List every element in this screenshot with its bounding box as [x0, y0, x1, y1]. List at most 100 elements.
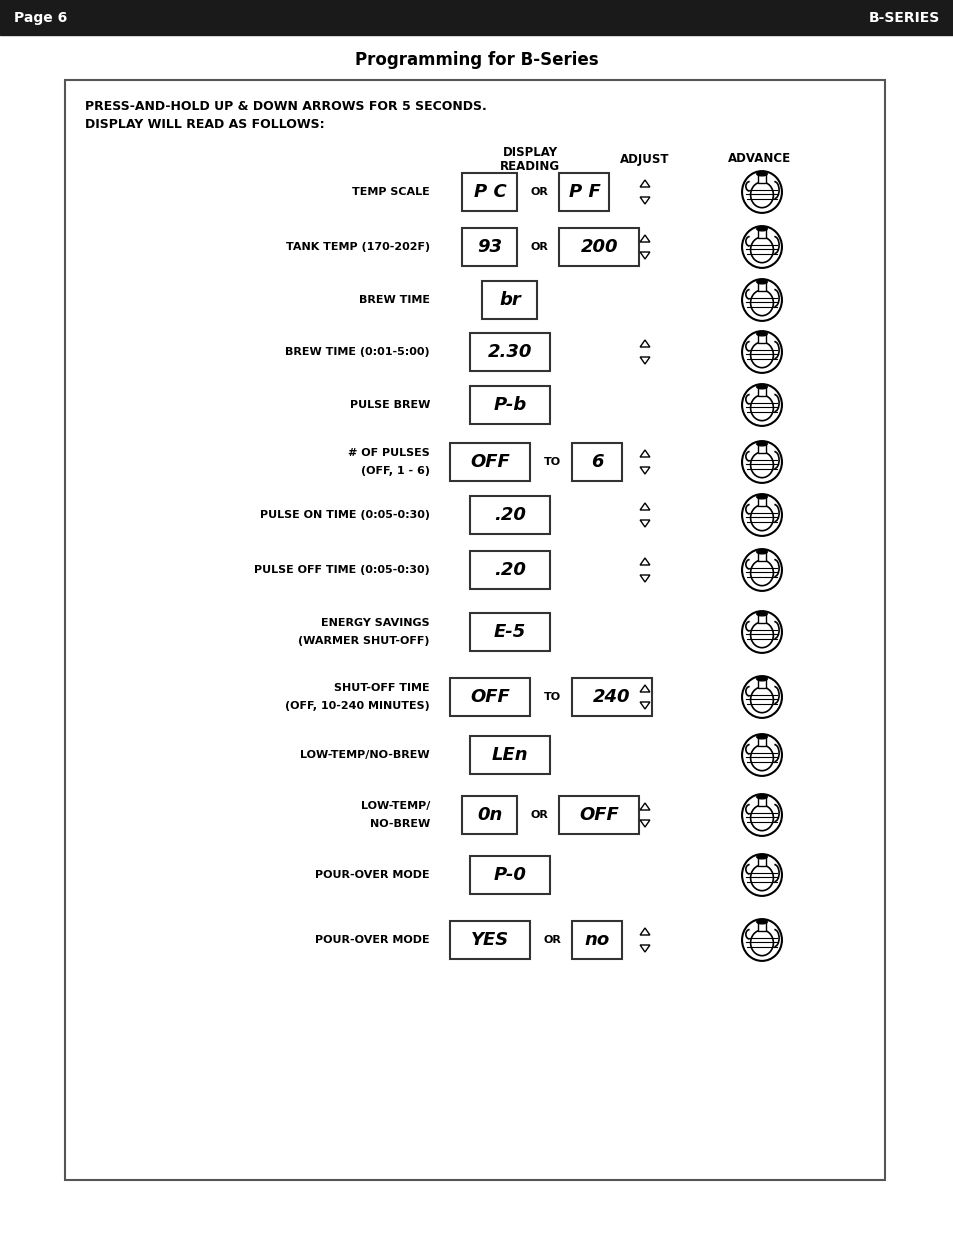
Ellipse shape — [741, 734, 781, 776]
Text: DISPLAY: DISPLAY — [502, 146, 557, 158]
Text: 93: 93 — [477, 238, 502, 256]
Ellipse shape — [750, 622, 773, 647]
Ellipse shape — [750, 342, 773, 368]
Bar — [757, 551, 765, 561]
Ellipse shape — [741, 172, 781, 212]
Text: P-b: P-b — [493, 396, 526, 414]
Ellipse shape — [756, 172, 766, 175]
Text: DISPLAY WILL READ AS FOLLOWS:: DISPLAY WILL READ AS FOLLOWS: — [85, 119, 324, 131]
Text: TO: TO — [543, 692, 560, 701]
Bar — [450, 678, 530, 716]
Ellipse shape — [756, 550, 766, 553]
Ellipse shape — [741, 550, 781, 590]
Bar — [470, 736, 550, 774]
Bar — [757, 921, 765, 930]
Ellipse shape — [741, 331, 781, 373]
Bar — [757, 856, 765, 866]
Ellipse shape — [756, 227, 766, 231]
Text: B-SERIES: B-SERIES — [868, 11, 939, 25]
Bar — [757, 496, 765, 505]
Text: (OFF, 1 - 6): (OFF, 1 - 6) — [360, 466, 430, 475]
Bar — [0, 0, 953, 35]
Text: ENERGY SAVINGS: ENERGY SAVINGS — [321, 618, 430, 629]
Text: no: no — [584, 931, 609, 948]
Text: OR: OR — [530, 186, 548, 198]
Ellipse shape — [750, 505, 773, 531]
Bar — [757, 282, 765, 290]
Bar — [470, 613, 550, 651]
Text: (OFF, 10-240 MINUTES): (OFF, 10-240 MINUTES) — [285, 701, 430, 711]
Bar — [450, 443, 530, 480]
Bar — [757, 173, 765, 183]
Text: br: br — [498, 291, 520, 309]
Text: OFF: OFF — [470, 688, 509, 706]
Bar — [757, 387, 765, 395]
Text: OFF: OFF — [579, 806, 618, 824]
Text: BREW TIME: BREW TIME — [358, 295, 430, 305]
Text: PRESS-AND-HOLD UP & DOWN ARROWS FOR 5 SECONDS.: PRESS-AND-HOLD UP & DOWN ARROWS FOR 5 SE… — [85, 100, 486, 114]
Bar — [572, 678, 651, 716]
Ellipse shape — [756, 855, 766, 858]
Text: POUR-OVER MODE: POUR-OVER MODE — [315, 869, 430, 881]
Bar — [462, 228, 517, 266]
Bar — [470, 551, 550, 589]
Ellipse shape — [741, 676, 781, 718]
Ellipse shape — [756, 677, 766, 680]
Text: READING: READING — [499, 159, 559, 173]
Ellipse shape — [741, 279, 781, 321]
Bar — [65, 80, 884, 1179]
Text: 6: 6 — [590, 453, 602, 471]
Ellipse shape — [741, 855, 781, 895]
Ellipse shape — [750, 182, 773, 207]
Ellipse shape — [756, 442, 766, 446]
Text: # OF PULSES: # OF PULSES — [348, 448, 430, 458]
Text: SHUT-OFF TIME: SHUT-OFF TIME — [334, 683, 430, 693]
Bar — [462, 173, 517, 211]
Bar — [757, 228, 765, 237]
Bar — [757, 736, 765, 746]
Bar — [757, 443, 765, 452]
Ellipse shape — [756, 920, 766, 924]
Text: PULSE ON TIME (0:05-0:30): PULSE ON TIME (0:05-0:30) — [260, 510, 430, 520]
Ellipse shape — [741, 226, 781, 268]
Text: 240: 240 — [593, 688, 630, 706]
Text: Page 6: Page 6 — [14, 11, 67, 25]
Text: OR: OR — [542, 935, 560, 945]
Text: P F: P F — [568, 183, 599, 201]
Bar — [757, 333, 765, 342]
Text: BREW TIME (0:01-5:00): BREW TIME (0:01-5:00) — [285, 347, 430, 357]
Ellipse shape — [756, 385, 766, 389]
Text: TANK TEMP (170-202F): TANK TEMP (170-202F) — [286, 242, 430, 252]
Bar — [470, 856, 550, 894]
Text: .20: .20 — [494, 561, 525, 579]
Text: OR: OR — [530, 810, 548, 820]
Text: ADVANCE: ADVANCE — [728, 152, 791, 165]
Ellipse shape — [756, 332, 766, 336]
Bar — [450, 921, 530, 960]
Text: NO-BREW: NO-BREW — [370, 819, 430, 829]
Bar — [558, 228, 639, 266]
Ellipse shape — [750, 745, 773, 771]
Text: PULSE BREW: PULSE BREW — [349, 400, 430, 410]
Text: OFF: OFF — [470, 453, 509, 471]
Bar — [558, 173, 609, 211]
Text: ADJUST: ADJUST — [619, 152, 669, 165]
Bar — [482, 282, 537, 319]
Bar — [470, 387, 550, 424]
Ellipse shape — [756, 735, 766, 739]
Ellipse shape — [750, 452, 773, 478]
Text: TO: TO — [543, 457, 560, 467]
Text: OR: OR — [530, 242, 548, 252]
Text: 0n: 0n — [476, 806, 502, 824]
Ellipse shape — [741, 494, 781, 536]
Bar — [757, 678, 765, 688]
Text: (WARMER SHUT-OFF): (WARMER SHUT-OFF) — [298, 636, 430, 646]
Ellipse shape — [750, 864, 773, 890]
Bar — [757, 797, 765, 805]
Text: LOW-TEMP/: LOW-TEMP/ — [360, 802, 430, 811]
Bar — [470, 333, 550, 370]
Text: TEMP SCALE: TEMP SCALE — [352, 186, 430, 198]
Text: PULSE OFF TIME (0:05-0:30): PULSE OFF TIME (0:05-0:30) — [254, 564, 430, 576]
Ellipse shape — [750, 290, 773, 316]
Bar — [470, 496, 550, 534]
